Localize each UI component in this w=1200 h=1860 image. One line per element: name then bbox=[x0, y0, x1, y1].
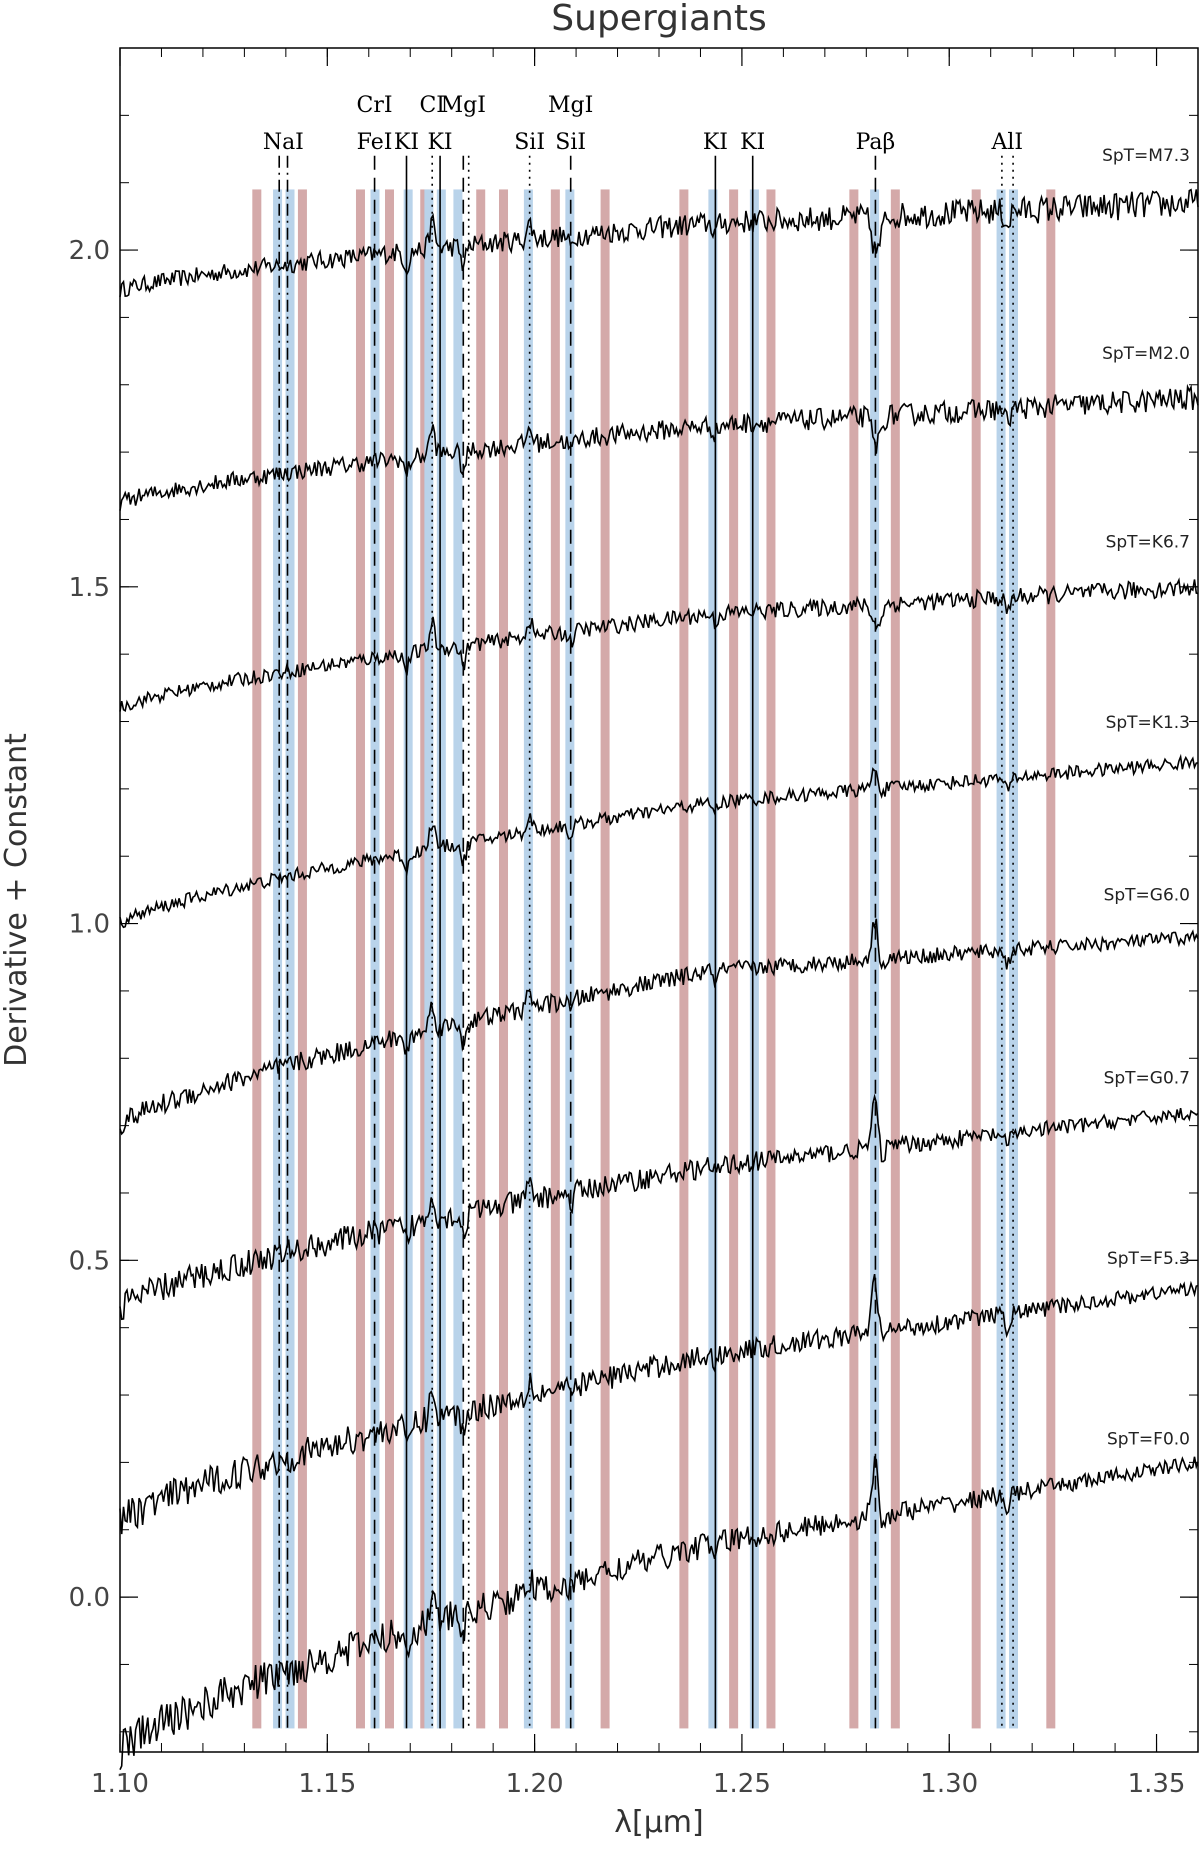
red-band bbox=[385, 189, 394, 1729]
series-label: SpT=F0.0 bbox=[1107, 1430, 1190, 1450]
spectra bbox=[119, 188, 1199, 1771]
y-tick-label: 1.5 bbox=[69, 573, 110, 603]
red-band bbox=[729, 189, 739, 1729]
red-band bbox=[1046, 189, 1056, 1729]
series-label: SpT=G6.0 bbox=[1104, 886, 1190, 906]
blue-band bbox=[870, 189, 880, 1729]
line-label: SiI bbox=[555, 130, 586, 155]
y-tick-label: 2.0 bbox=[69, 236, 110, 266]
blue-band bbox=[996, 189, 1006, 1729]
line-label: MgI bbox=[441, 93, 486, 118]
axis-ticks: 1.10 1.15 1.20 1.25 1.30 1.35 0.0 0.5 1.0 1.5 2.0 bbox=[69, 48, 1199, 1799]
line-markers bbox=[278, 155, 1014, 1729]
series-label: SpT=K6.7 bbox=[1106, 533, 1190, 553]
line-label: MgI bbox=[548, 93, 593, 118]
x-axis-label: λ[μm] bbox=[614, 1805, 703, 1840]
blue-band bbox=[708, 189, 718, 1729]
blue-band bbox=[453, 189, 463, 1729]
line-label: KI bbox=[394, 130, 419, 155]
spectrum-line bbox=[119, 188, 1199, 298]
line-label: KI bbox=[740, 130, 765, 155]
blue-band bbox=[403, 189, 413, 1729]
series-label: SpT=M7.3 bbox=[1102, 146, 1190, 166]
red-band bbox=[355, 189, 365, 1729]
red-band bbox=[600, 189, 610, 1729]
y-axis-label: Derivative + Constant bbox=[0, 733, 34, 1067]
blue-band bbox=[285, 189, 295, 1729]
series-label: SpT=M2.0 bbox=[1102, 344, 1190, 364]
series-label: SpT=K1.3 bbox=[1106, 713, 1190, 733]
blue-band bbox=[1008, 189, 1018, 1729]
line-label: KI bbox=[703, 130, 728, 155]
line-label: CI bbox=[419, 93, 445, 118]
line-label: NaI bbox=[263, 130, 304, 155]
spectrum-line bbox=[119, 1273, 1199, 1535]
red-band bbox=[679, 189, 689, 1729]
y-tick-label: 0.0 bbox=[69, 1583, 110, 1613]
line-label: SiI bbox=[514, 130, 545, 155]
spectrum-line bbox=[119, 1455, 1199, 1771]
series-label: SpT=F5.3 bbox=[1107, 1249, 1190, 1269]
spectrum-line bbox=[119, 577, 1199, 713]
blue-band bbox=[523, 189, 533, 1729]
x-tick-label: 1.25 bbox=[713, 1769, 771, 1799]
y-tick-label: 0.5 bbox=[69, 1246, 110, 1276]
blue-band bbox=[273, 189, 283, 1729]
series-label: SpT=G0.7 bbox=[1104, 1069, 1190, 1089]
blue-band bbox=[565, 189, 575, 1729]
y-tick-label: 1.0 bbox=[69, 910, 110, 940]
red-band bbox=[476, 189, 486, 1729]
spectrum-line bbox=[119, 383, 1199, 511]
red-band bbox=[499, 189, 509, 1729]
red-band bbox=[297, 189, 307, 1729]
chart-title: Supergiants bbox=[551, 0, 766, 39]
red-band bbox=[849, 189, 859, 1729]
blue-band bbox=[436, 189, 446, 1729]
spectrum-line bbox=[119, 753, 1199, 929]
blue-band bbox=[424, 189, 434, 1729]
line-label: AlI bbox=[990, 130, 1023, 155]
line-label: KI bbox=[428, 130, 453, 155]
x-tick-label: 1.15 bbox=[298, 1769, 356, 1799]
red-band bbox=[971, 189, 981, 1729]
line-label: Paβ bbox=[856, 130, 896, 155]
spectrum-line bbox=[119, 918, 1199, 1136]
red-band bbox=[766, 189, 776, 1729]
plot-frame bbox=[119, 47, 1199, 1753]
red-band bbox=[550, 189, 560, 1729]
blue-band bbox=[749, 189, 759, 1729]
red-band bbox=[252, 189, 262, 1729]
series-labels: SpT=M7.3 SpT=M2.0 SpT=K6.7 SpT=K1.3 SpT=G6.0… bbox=[1102, 146, 1190, 1450]
spectrum-line bbox=[119, 1093, 1199, 1321]
x-tick-label: 1.10 bbox=[91, 1769, 149, 1799]
x-tick-label: 1.30 bbox=[920, 1769, 978, 1799]
x-tick-label: 1.20 bbox=[506, 1769, 564, 1799]
x-tick-label: 1.35 bbox=[1128, 1769, 1186, 1799]
line-label: CrI bbox=[357, 93, 393, 118]
line-label: FeI bbox=[357, 130, 393, 155]
